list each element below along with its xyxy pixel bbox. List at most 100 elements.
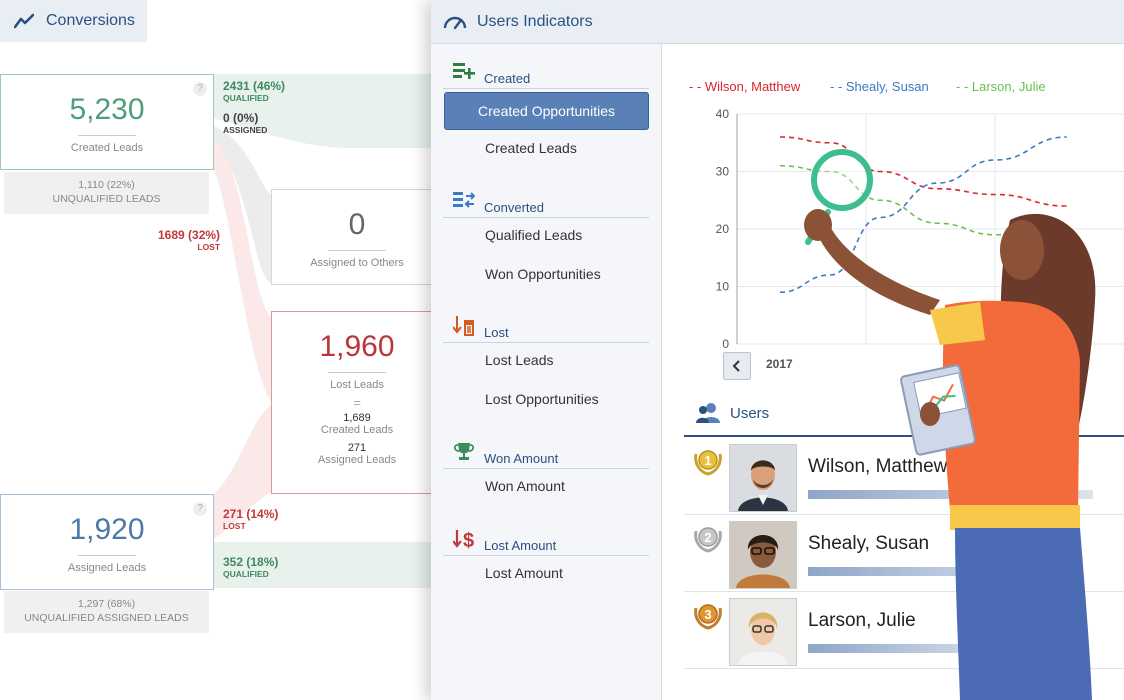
section-lost: Lost <box>443 314 649 343</box>
created-leads-label: Created Leads <box>70 142 144 154</box>
y-tick-label: 30 <box>716 165 730 179</box>
assigned-leads-value: 1,920 <box>69 513 145 546</box>
user-name: Larson, Julie <box>808 610 916 631</box>
section-won-amount: Won Amount <box>443 440 649 469</box>
svg-text:1: 1 <box>704 453 711 468</box>
avatar <box>729 521 797 589</box>
unqualified-assigned-value: 1,297 (68%) <box>77 598 136 610</box>
users-indicators-title: Users Indicators <box>477 12 593 30</box>
chart-prev-button[interactable] <box>723 352 751 380</box>
users-divider <box>684 435 1124 437</box>
qualified-flow-ribbon <box>213 74 440 148</box>
item-lost-leads[interactable]: Lost Leads <box>485 352 554 368</box>
lost-leads-label: Lost Leads <box>330 379 384 391</box>
chevron-left-icon <box>732 360 740 372</box>
section-lost-amount: $ Lost Amount <box>443 527 649 556</box>
section-converted: Converted <box>443 189 649 218</box>
assigned-qualified-flow-label: 352 (18%) QUALIFIED <box>223 555 279 579</box>
users-indicators-header: Users Indicators <box>431 0 1124 44</box>
unqualified-leads-box: 1,110 (22%) UNQUALIFIED LEADS <box>4 172 209 214</box>
item-lost-opportunities[interactable]: Lost Opportunities <box>485 391 599 407</box>
lost-assigned-value: 271 <box>347 442 367 454</box>
unqualified-assigned-label: UNQUALIFIED ASSIGNED LEADS <box>24 612 189 624</box>
section-lost-label: Lost <box>484 325 509 340</box>
section-created-label: Created <box>484 71 531 86</box>
gold-medal-icon: 1 <box>694 450 722 476</box>
user-row[interactable]: 3 Larson, Julie <box>684 592 1124 669</box>
conversions-header: Conversions <box>0 0 147 42</box>
user-row[interactable]: 2 Shealy, Susan <box>684 515 1124 592</box>
assigned-flow-label: 0 (0%) ASSIGNED <box>223 111 268 135</box>
lost-icon <box>453 316 474 336</box>
down-dollar-icon: $ <box>453 530 474 551</box>
legend-item-wilson[interactable]: - - Wilson, Matthew <box>689 79 801 94</box>
equals-sign: = <box>353 395 361 410</box>
assigned-to-others-value: 0 <box>348 208 366 241</box>
legend-item-larson[interactable]: - - Larson, Julie <box>956 79 1046 94</box>
svg-text:$: $ <box>463 530 474 551</box>
svg-text:2: 2 <box>704 530 711 545</box>
user-progress-bar <box>808 644 1008 653</box>
avatar <box>729 598 797 666</box>
silver-medal-icon: 2 <box>694 527 722 553</box>
section-won-amount-label: Won Amount <box>484 451 559 466</box>
user-name: Shealy, Susan <box>808 533 930 554</box>
assigned-others-flow-ribbon <box>213 126 272 283</box>
add-list-icon <box>453 63 475 79</box>
svg-text:3: 3 <box>704 607 711 622</box>
assigned-leads-label: Assigned Leads <box>67 562 147 574</box>
y-tick-label: 10 <box>716 280 730 294</box>
item-won-opportunities[interactable]: Won Opportunities <box>485 266 601 282</box>
user-progress-bar <box>808 567 1048 576</box>
conversion-flows <box>213 74 440 588</box>
assigned-leads-card[interactable]: ? 1,920 Assigned Leads <box>0 494 214 590</box>
assigned-lost-flow-label: 271 (14%) LOST <box>223 507 279 531</box>
help-icon[interactable]: ? <box>193 82 207 96</box>
created-leads-card[interactable]: ? 5,230 Created Leads <box>0 74 214 170</box>
section-lost-amount-label: Lost Amount <box>484 538 557 553</box>
woman-with-magnifier-illustration <box>804 149 1096 700</box>
series-line-1 <box>779 136 1067 294</box>
divider <box>328 372 386 373</box>
lost-leads-card[interactable]: 1,960 Lost Leads = 1,689 Created Leads 2… <box>271 311 443 494</box>
assigned-to-others-label: Assigned to Others <box>310 257 404 269</box>
section-converted-label: Converted <box>484 200 544 215</box>
users-title: Users <box>730 405 770 422</box>
lost-created-label: Created Leads <box>320 424 394 436</box>
divider <box>78 135 136 136</box>
divider <box>78 555 136 556</box>
lost-leads-value: 1,960 <box>319 330 395 363</box>
section-created: Created <box>443 60 649 89</box>
trophy-icon <box>453 443 475 460</box>
indicator-sidebar: Created Created Opportunities Created Le… <box>431 44 662 700</box>
unqualified-assigned-box: 1,297 (68%) UNQUALIFIED ASSIGNED LEADS <box>4 591 209 633</box>
convert-icon <box>453 192 475 208</box>
avatar <box>729 444 797 512</box>
y-tick-label: 20 <box>716 222 730 236</box>
legend-item-shealy[interactable]: - - Shealy, Susan <box>830 79 929 94</box>
assigned-lost-flow-ribbon <box>213 404 272 540</box>
qualified-flow-label: 2431 (46%) QUALIFIED <box>223 79 286 103</box>
assigned-qualified-flow-ribbon <box>213 542 440 588</box>
lost-flow-label: 1689 (32%) LOST <box>158 228 221 252</box>
assigned-to-others-card[interactable]: 0 Assigned to Others <box>271 189 443 285</box>
item-won-amount[interactable]: Won Amount <box>485 478 565 494</box>
user-name: Wilson, Matthew <box>808 456 948 477</box>
series-line-0 <box>779 136 1067 207</box>
y-tick-label: 0 <box>722 337 729 351</box>
item-lost-amount[interactable]: Lost Amount <box>485 565 563 581</box>
lost-assigned-label: Assigned Leads <box>317 454 397 466</box>
gauge-icon <box>443 16 467 29</box>
item-created-opportunities[interactable]: Created Opportunities <box>444 92 649 130</box>
item-qualified-leads[interactable]: Qualified Leads <box>485 227 583 243</box>
conversions-title: Conversions <box>46 12 135 29</box>
lost-created-value: 1,689 <box>343 412 371 424</box>
created-leads-value: 5,230 <box>69 93 145 126</box>
unqualified-leads-label: UNQUALIFIED LEADS <box>52 193 161 205</box>
help-icon[interactable]: ? <box>193 502 207 516</box>
y-tick-label: 40 <box>716 108 730 121</box>
x-tick-label: 2017 <box>766 357 793 371</box>
lost-flow-ribbon <box>213 140 272 402</box>
item-created-leads[interactable]: Created Leads <box>485 140 577 156</box>
bronze-medal-icon: 3 <box>694 604 722 630</box>
